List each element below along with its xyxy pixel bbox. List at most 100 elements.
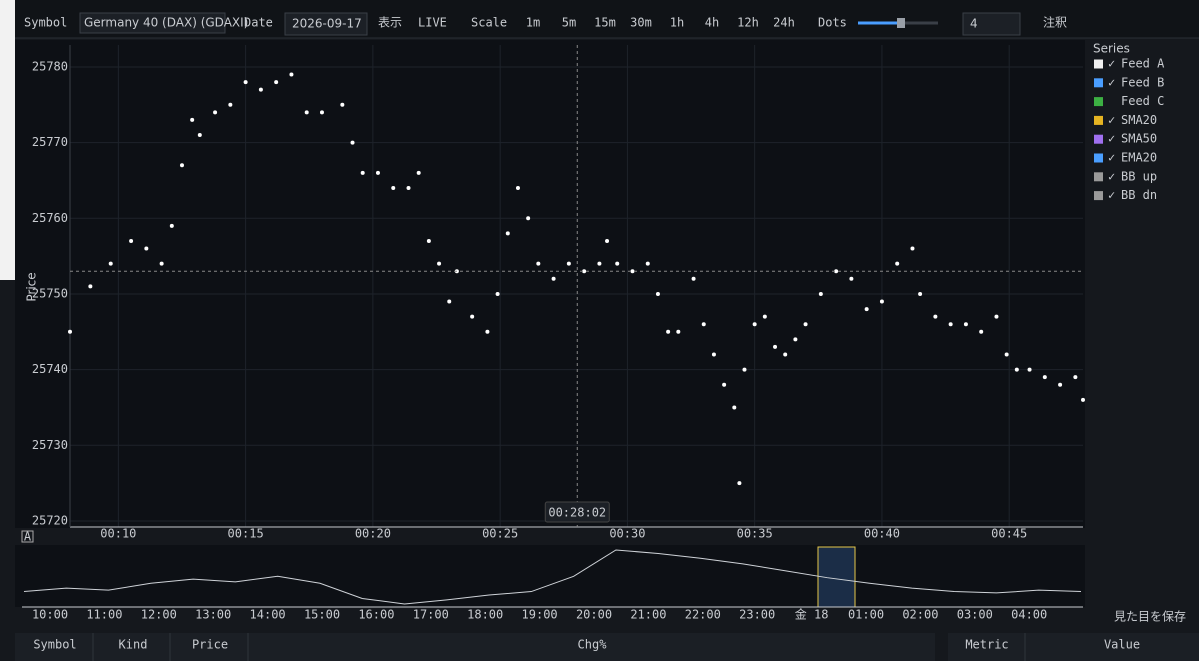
legend-swatch[interactable] [1094, 78, 1103, 88]
price-dot [630, 269, 635, 274]
scale-button[interactable]: 24h [773, 16, 795, 30]
y-tick-label: 25720 [32, 513, 68, 527]
y-tick-label: 25780 [32, 59, 68, 73]
price-dot [495, 291, 500, 296]
price-dot [350, 140, 355, 145]
navigator-bg [15, 545, 1085, 607]
price-dot [1073, 375, 1078, 380]
legend-swatch[interactable] [1094, 191, 1103, 201]
legend-label[interactable]: Feed B [1121, 75, 1164, 89]
symbol-select[interactable] [79, 12, 226, 34]
price-dot [129, 238, 134, 243]
legend-check[interactable]: ✓ [1108, 113, 1115, 127]
price-dot [732, 405, 737, 410]
price-dot [737, 481, 742, 486]
table-header[interactable]: Price [192, 638, 228, 652]
price-dot [190, 117, 195, 122]
y-tick-label: 25770 [32, 135, 68, 149]
price-dot [526, 216, 531, 221]
legend-swatch[interactable] [1094, 172, 1103, 182]
price-dot [615, 261, 620, 266]
scale-button[interactable]: 1m [526, 16, 540, 30]
price-dot [437, 261, 442, 266]
legend-label[interactable]: Feed A [1121, 57, 1165, 71]
price-dot [258, 87, 263, 92]
legend-title: Series [1093, 42, 1130, 56]
table-header[interactable]: Chg% [578, 638, 608, 652]
legend-label[interactable]: EMA20 [1121, 151, 1157, 165]
navigator-window[interactable] [817, 546, 856, 608]
navigator-tick-label: 21:00 [630, 608, 666, 622]
legend-check[interactable]: ✓ [1108, 151, 1115, 165]
legend-label[interactable]: BB dn [1121, 188, 1157, 202]
price-dot [933, 314, 938, 319]
price-dot [691, 276, 696, 281]
legend-swatch[interactable] [1094, 59, 1103, 69]
price-dot [582, 269, 587, 274]
dots-input[interactable] [962, 12, 1021, 36]
table-header[interactable]: Symbol [33, 638, 76, 652]
price-dot [711, 352, 716, 357]
price-dot [803, 322, 808, 327]
price-dot [910, 246, 915, 251]
price-dot [447, 299, 452, 304]
navigator-tick-label: 04:00 [1011, 608, 1047, 622]
price-dot [243, 80, 248, 85]
navigator-tick-label: 11:00 [86, 608, 122, 622]
price-dot [108, 261, 113, 266]
legend-swatch[interactable] [1094, 115, 1103, 125]
table-header[interactable]: Metric [965, 638, 1008, 652]
autoscale-button[interactable] [21, 530, 34, 543]
view-toggle[interactable]: 表示 [378, 16, 402, 30]
price-dot [551, 276, 556, 281]
price-dot [597, 261, 602, 266]
price-dot [762, 314, 767, 319]
live-button[interactable]: LIVE [418, 16, 447, 30]
annotate-button[interactable]: 注釈 [1043, 15, 1067, 30]
legend-label[interactable]: SMA20 [1121, 113, 1157, 127]
y-tick-label: 25750 [32, 286, 68, 300]
legend-check[interactable]: ✓ [1108, 188, 1115, 202]
price-dot [289, 72, 294, 77]
price-dot [426, 238, 431, 243]
legend-label[interactable]: Feed C [1121, 94, 1164, 108]
navigator-tick-label: 23:00 [739, 608, 775, 622]
date-input[interactable] [284, 12, 368, 36]
legend-label[interactable]: BB up [1121, 169, 1157, 183]
price-dot [144, 246, 149, 251]
dots-value[interactable]: 4 [970, 17, 978, 31]
scale-button[interactable]: 30m [630, 16, 652, 30]
navigator-tick-label: 16:00 [358, 608, 394, 622]
legend-check[interactable]: ✓ [1108, 169, 1115, 183]
scale-button[interactable]: 5m [562, 16, 576, 30]
table-header[interactable]: Value [1104, 638, 1140, 652]
price-dot [676, 329, 681, 334]
slider-thumb[interactable] [897, 18, 905, 28]
date-value[interactable]: 2026-09-17 [292, 17, 362, 31]
legend-label[interactable]: SMA50 [1121, 132, 1157, 146]
table-header[interactable]: Kind [119, 638, 148, 652]
legend-swatch[interactable] [1094, 134, 1103, 144]
crosshair-label-box [544, 501, 610, 523]
navigator-tick-label: 19:00 [522, 608, 558, 622]
scale-button[interactable]: 1h [670, 16, 684, 30]
price-dot [1014, 367, 1019, 372]
save-button[interactable]: 見た目を保存 [1114, 610, 1186, 624]
symbol-value[interactable]: Germany 40 (DAX) (GDAXI) [84, 16, 248, 30]
scale-button[interactable]: 12h [737, 16, 759, 30]
price-dot [879, 299, 884, 304]
price-dot [416, 170, 421, 175]
legend-check[interactable]: ✓ [1108, 132, 1115, 146]
scale-button[interactable]: 15m [594, 16, 616, 30]
scale-button[interactable]: 4h [705, 16, 719, 30]
price-dot [701, 322, 706, 327]
price-dot [169, 223, 174, 228]
crosshair-label: 00:28:02 [548, 506, 606, 520]
y-tick-label: 25760 [32, 211, 68, 225]
price-dot [505, 231, 510, 236]
legend-check[interactable]: ✓ [1108, 75, 1115, 89]
legend-swatch[interactable] [1094, 153, 1103, 163]
legend-swatch[interactable] [1094, 97, 1103, 107]
legend-check[interactable]: ✓ [1108, 57, 1115, 71]
